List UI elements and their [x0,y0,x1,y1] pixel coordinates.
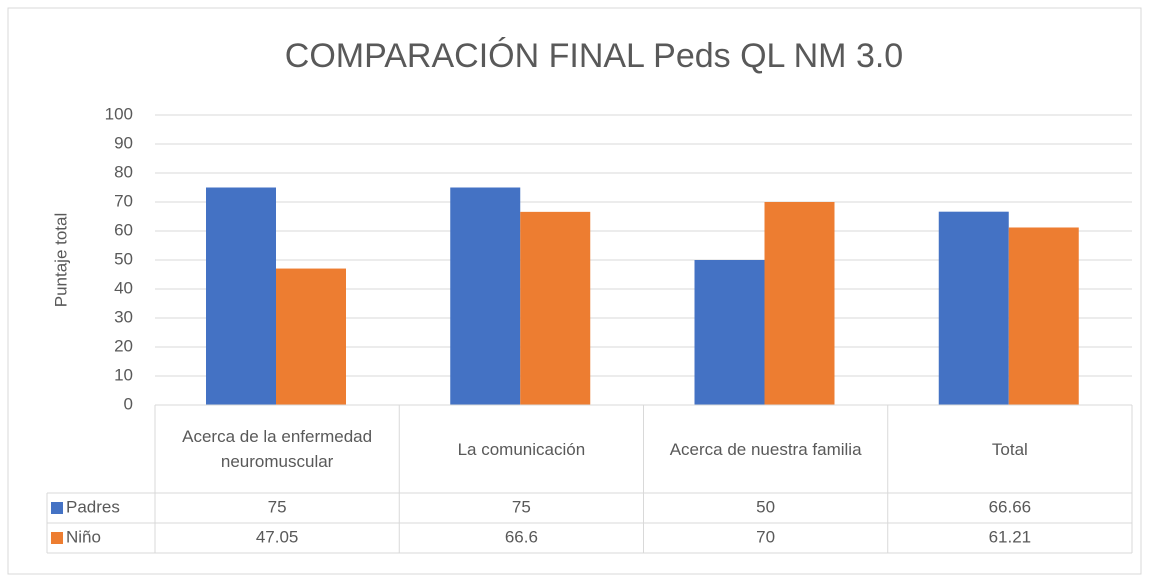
bar [764,202,835,405]
y-tick-label: 60 [114,220,133,239]
legend-key [51,532,63,544]
category-cell: Total [991,439,1028,459]
y-tick-label: 80 [114,162,133,181]
x-tick-label: La comunicación [457,439,586,459]
table-value: 47.05 [256,527,299,546]
x-tick-label: Acerca de la enfermedad neuromuscular [182,427,373,471]
category-cell: Acerca de la enfermedad neuromuscular [182,427,373,471]
x-tick-label: Acerca de nuestra familia [669,439,862,459]
category-cell: Acerca de nuestra familia [669,439,862,459]
y-tick-label: 30 [114,307,133,326]
y-tick-label: 20 [114,336,133,355]
table-value: 75 [268,497,287,516]
y-tick-label: 50 [114,249,133,268]
bar [450,187,521,405]
y-tick-label: 100 [105,104,133,123]
x-tick-label: Total [991,439,1028,459]
y-tick-label: 40 [114,278,133,297]
bar [276,268,346,405]
legend-label: Niño [66,527,101,546]
legend-label: Padres [66,497,120,516]
category-cell: La comunicación [457,439,586,459]
y-tick-label: 90 [114,133,133,152]
table-value: 70 [756,527,775,546]
chart-title: COMPARACIÓN FINAL Peds QL NM 3.0 [285,37,903,75]
y-axis-label: Puntaje total [51,213,70,308]
table-value: 61.21 [989,527,1032,546]
table-value: 66.6 [505,527,538,546]
y-tick-label: 10 [114,365,133,384]
y-tick-label: 70 [114,191,133,210]
y-tick-label: 0 [124,394,133,413]
table-value: 50 [756,497,775,516]
bar [520,211,591,405]
table-value: 75 [512,497,531,516]
bar [206,187,276,405]
legend-key [51,502,63,514]
table-value: 66.66 [989,497,1032,516]
bar [694,260,765,405]
bar [1008,227,1079,405]
bar [938,211,1009,405]
